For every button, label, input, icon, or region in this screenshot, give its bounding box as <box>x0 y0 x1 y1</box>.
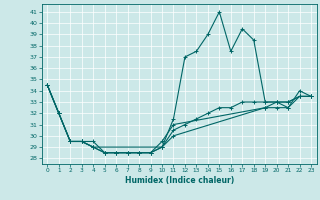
X-axis label: Humidex (Indice chaleur): Humidex (Indice chaleur) <box>124 176 234 185</box>
